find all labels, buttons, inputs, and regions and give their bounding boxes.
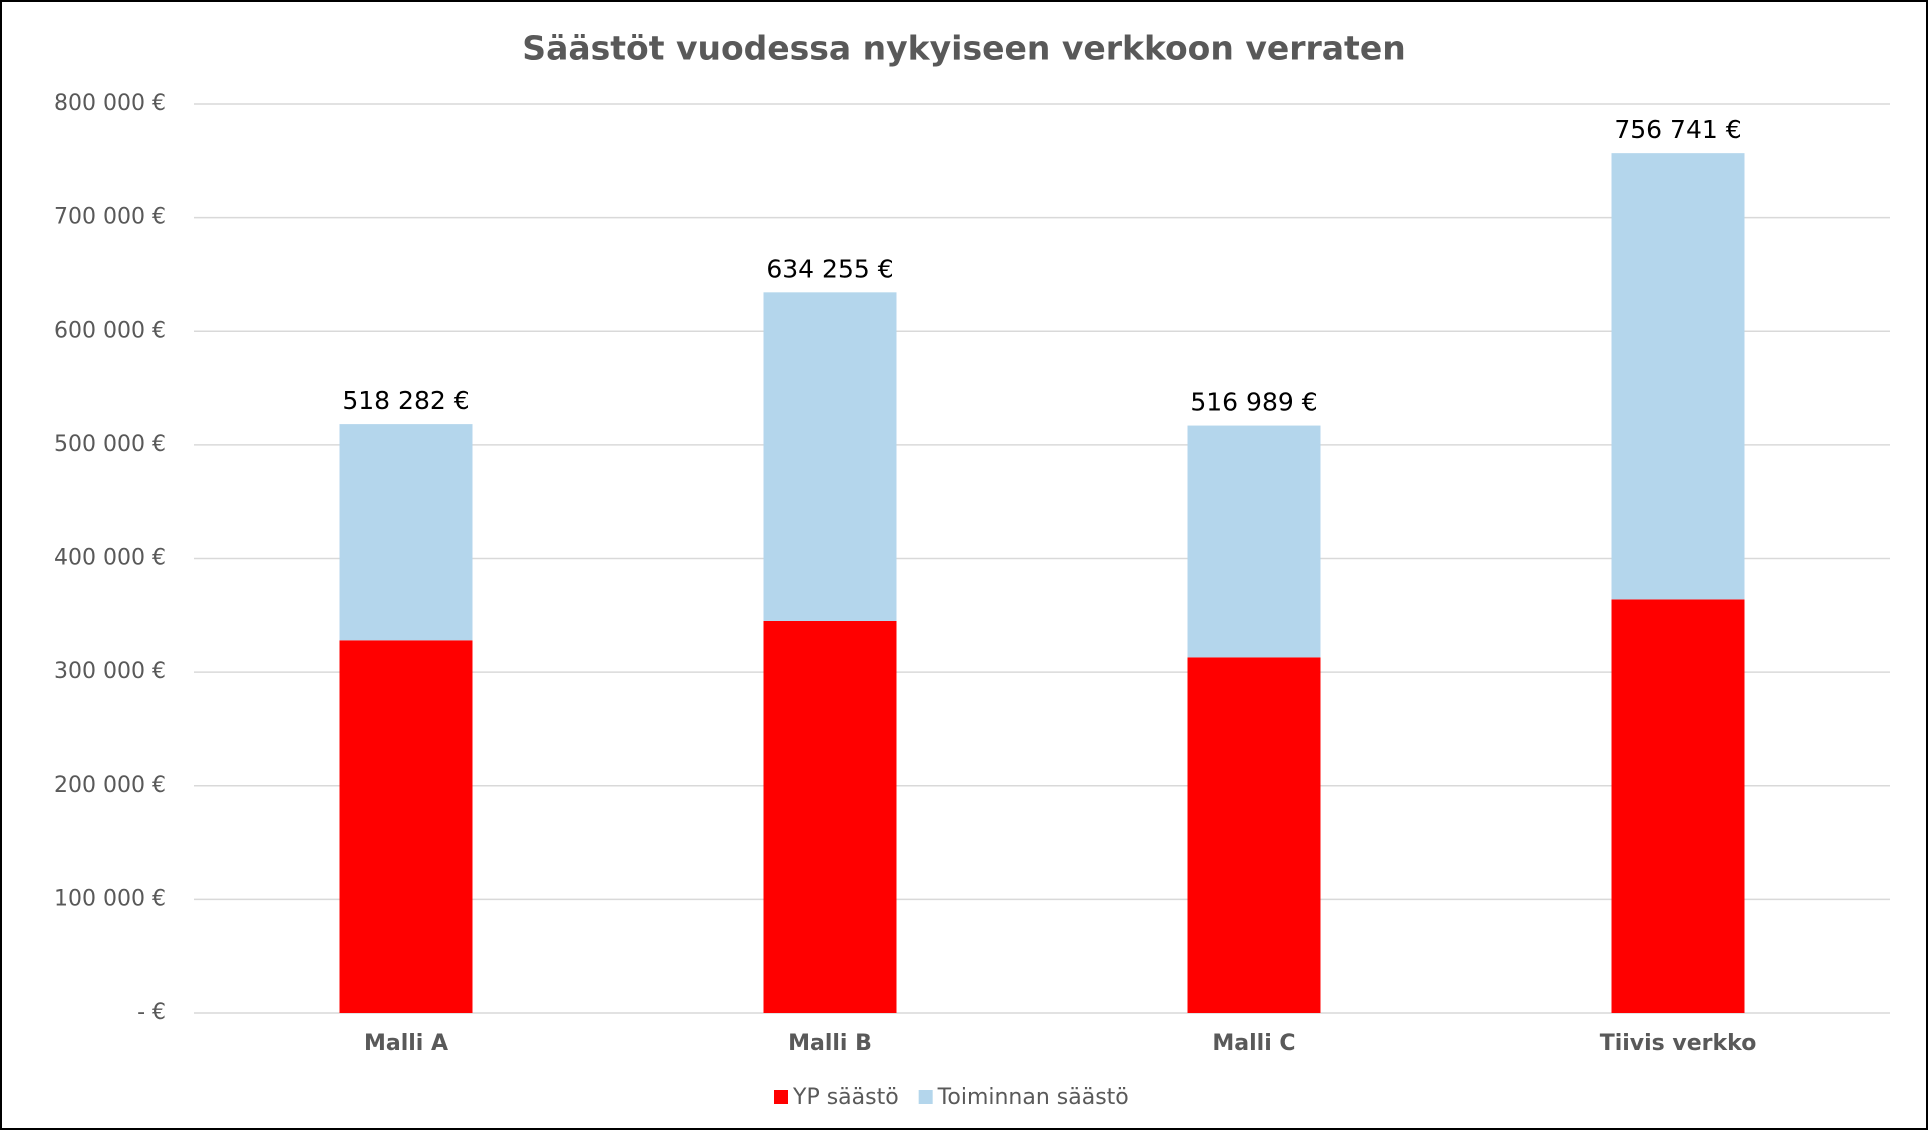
- legend-swatch: [918, 1090, 933, 1104]
- bar-segment: [1611, 153, 1745, 600]
- x-tick-label: Malli C: [1212, 1031, 1295, 1056]
- y-tick-label: 400 000 €: [54, 546, 166, 571]
- total-label: 518 282 €: [342, 386, 469, 415]
- legend-swatch: [774, 1090, 788, 1104]
- bar-segment: [763, 292, 897, 621]
- y-tick-label: - €: [137, 1000, 166, 1025]
- y-tick-label: 500 000 €: [54, 432, 166, 457]
- legend-label: YP säästö: [792, 1085, 899, 1110]
- bar-segment: [339, 424, 473, 641]
- bar-segment: [1611, 599, 1745, 1013]
- bar-segment: [339, 640, 473, 1013]
- y-tick-label: 700 000 €: [54, 205, 166, 230]
- y-tick-label: 600 000 €: [54, 318, 166, 343]
- legend-label: Toiminnan säästö: [937, 1085, 1129, 1110]
- y-tick-label: 800 000 €: [54, 91, 166, 116]
- x-tick-label: Malli B: [788, 1031, 872, 1056]
- y-tick-label: 200 000 €: [54, 773, 166, 798]
- bar-segment: [1187, 657, 1321, 1013]
- bar-segment: [1187, 425, 1321, 658]
- x-tick-label: Tiivis verkko: [1600, 1031, 1757, 1056]
- total-label: 634 255 €: [766, 254, 893, 283]
- total-label: 756 741 €: [1614, 115, 1741, 144]
- y-tick-label: 100 000 €: [54, 886, 166, 911]
- total-label: 516 989 €: [1190, 388, 1317, 417]
- y-tick-label: 300 000 €: [54, 659, 166, 684]
- chart-title: Säästöt vuodessa nykyiseen verkkoon verr…: [522, 29, 1405, 68]
- x-tick-label: Malli A: [364, 1031, 448, 1056]
- bar-segment: [763, 620, 897, 1013]
